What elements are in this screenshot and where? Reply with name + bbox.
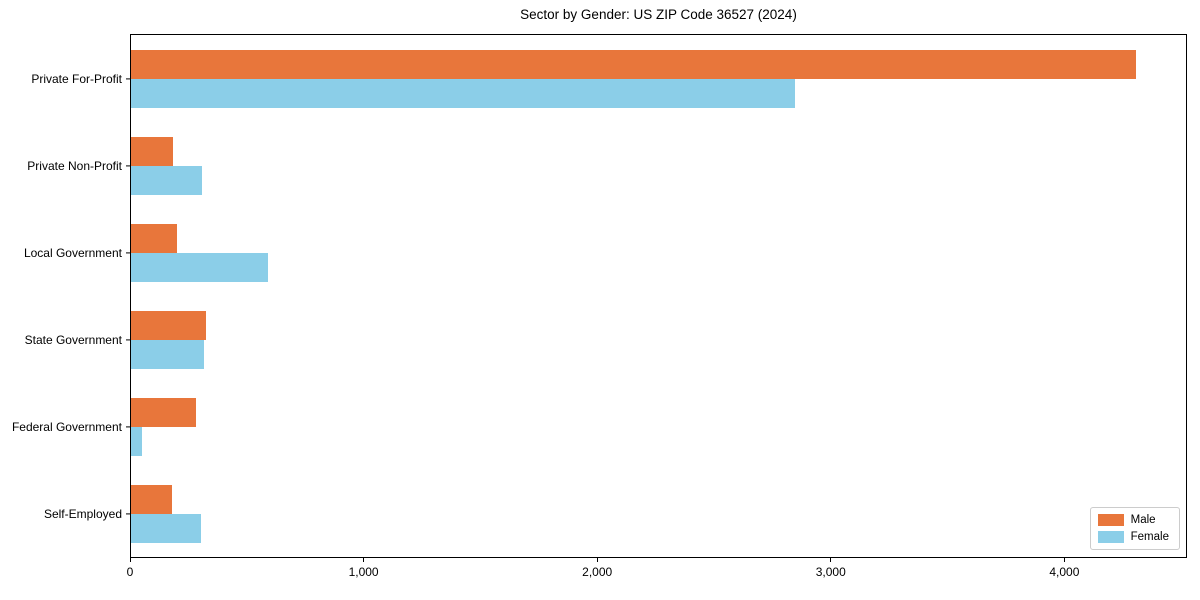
x-tickmark	[596, 558, 598, 562]
bar-group: Private For-Profit	[31, 35, 1186, 122]
x-axis: 0 1,000 2,000 3,000 4,000	[126, 558, 1187, 588]
bar-male	[131, 49, 1136, 79]
bar-group: Private Non-Profit	[27, 122, 1186, 209]
legend-label-female: Female	[1130, 531, 1169, 543]
x-tick-label: 0	[126, 565, 134, 579]
x-tick-label: 1,000	[348, 565, 379, 579]
bar-group: Local Government	[24, 209, 1186, 296]
bar-female	[131, 513, 201, 543]
bar-group: Federal Government	[12, 383, 1186, 470]
chart-title: Sector by Gender: US ZIP Code 36527 (202…	[520, 7, 797, 22]
bar-male	[131, 484, 173, 514]
x-tickmark	[1063, 558, 1066, 562]
female-swatch	[1097, 531, 1124, 543]
y-tick	[126, 251, 130, 254]
bar-female	[131, 252, 268, 282]
bar-male	[131, 136, 173, 166]
x-tickmark	[129, 558, 131, 562]
x-tick-label: 4,000	[1049, 565, 1080, 579]
y-axis-label: Self-Employed	[43, 506, 122, 521]
legend-entry-female: Female	[1097, 531, 1169, 543]
plot-area: Private For-Profit Private Non-Profit Loca…	[12, 34, 1187, 558]
y-axis-label: Local Government	[23, 245, 122, 260]
x-tick-label: 3,000	[815, 565, 846, 579]
x-tickmark	[363, 558, 365, 562]
bar-male	[131, 223, 178, 253]
y-tick	[126, 164, 130, 167]
y-axis-label: Private Non-Profit	[27, 158, 122, 173]
y-tick	[126, 77, 130, 80]
bar-group: Self-Employed	[44, 470, 1186, 557]
bar-male	[131, 310, 206, 340]
y-axis-label: State Government	[24, 332, 122, 347]
legend: Male Female	[1089, 507, 1180, 550]
bar-rows: Private For-Profit Private Non-Profit Loca…	[12, 35, 1186, 557]
y-tick	[126, 512, 130, 515]
x-tick-label: 2,000	[582, 565, 613, 579]
bar-male	[131, 397, 197, 427]
x-tickmark	[830, 558, 832, 562]
male-swatch	[1097, 514, 1124, 526]
bar-female	[131, 426, 143, 456]
bar-group: State Government	[25, 296, 1186, 383]
bar-female	[131, 165, 203, 195]
y-tick	[126, 338, 130, 341]
legend-entry-male: Male	[1097, 514, 1169, 526]
y-axis-label: Federal Government	[11, 419, 122, 434]
bar-female	[131, 339, 205, 369]
y-axis-label: Private For-Profit	[31, 71, 122, 86]
bar-female	[131, 78, 796, 108]
y-tick	[126, 425, 130, 428]
legend-label-male: Male	[1130, 514, 1156, 526]
